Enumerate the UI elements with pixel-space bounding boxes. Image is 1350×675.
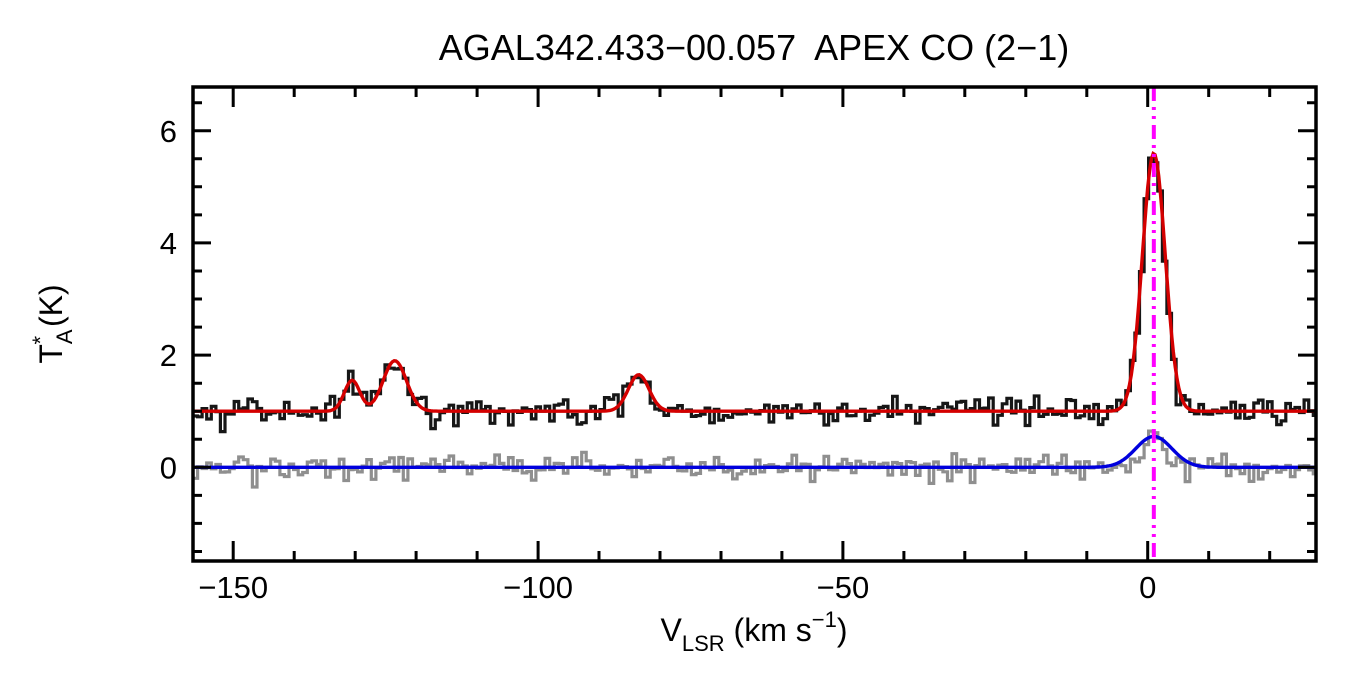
axes-box	[191, 85, 1318, 563]
y-axis-label: TA* (K)	[28, 284, 77, 363]
y-tick-label: 4	[160, 226, 177, 261]
residual-fit-trace	[193, 434, 1316, 469]
axes-layer	[191, 85, 1318, 563]
y-tick-label: 2	[160, 338, 177, 373]
y-tick-label: 6	[160, 114, 177, 149]
axis-ticks	[193, 87, 1316, 561]
series-layer	[193, 151, 1316, 489]
x-axis-label: VLSR (km s−1)	[661, 607, 848, 656]
x-tick-label: −150	[198, 570, 268, 605]
x-tick-label: 0	[1139, 570, 1156, 605]
y-tick-label: 0	[160, 450, 177, 485]
chart-title: AGAL342.433−00.057 APEX CO (2−1)	[439, 27, 1069, 68]
x-tick-label: −50	[817, 570, 870, 605]
x-tick-label: −100	[503, 570, 573, 605]
gaussian-fit-trace	[193, 151, 1316, 413]
tick-label-layer: −150 −100 −50 0 0 2 4 6	[160, 114, 1157, 605]
